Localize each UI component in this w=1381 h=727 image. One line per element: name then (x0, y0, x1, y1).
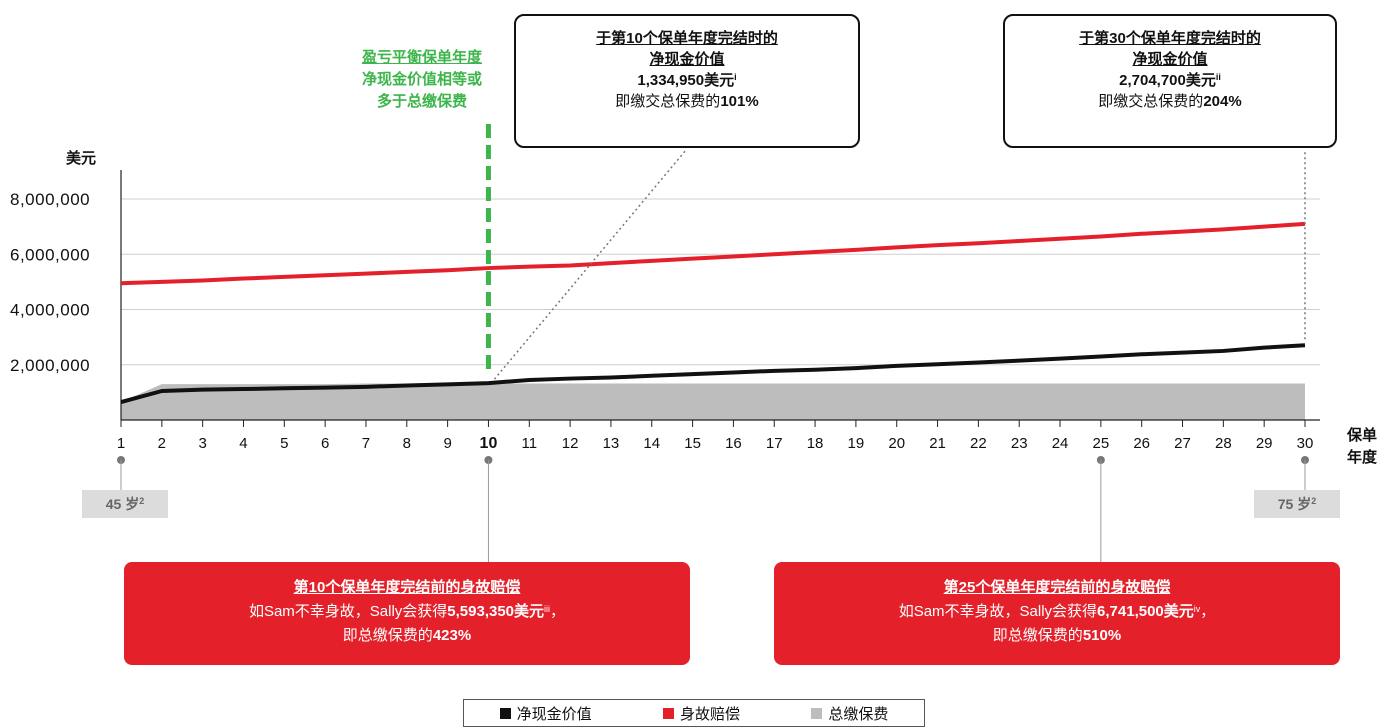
death25-comma: ， (1200, 603, 1216, 620)
x-tick-label: 20 (888, 435, 905, 452)
callout-year30-cash-value: 于第30个保单年度完结时的 净现金价值 2,704,700美元ii 即缴交总保费… (1003, 14, 1337, 148)
death25-footnote: iv (1193, 604, 1201, 614)
annotation-layer (117, 124, 1309, 580)
age-start-badge: 45 岁2 (82, 490, 168, 518)
legend-swatch-death (662, 707, 674, 719)
x-tick-label: 30 (1297, 435, 1314, 452)
death25-title: 第25个保单年度完结前的身故赔偿 (943, 579, 1171, 596)
callout10-footnote: i (734, 72, 737, 82)
x-tick-label: 22 (970, 435, 987, 452)
callout30-amount: 2,704,700美元 (1119, 72, 1216, 89)
death25-pct-prefix: 即总缴保费的 (992, 627, 1083, 644)
x-tick-label: 24 (1052, 435, 1069, 452)
series-premium-area (121, 383, 1305, 420)
y-tick-label: 6,000,000 (10, 245, 90, 264)
x-tick-label: 18 (807, 435, 824, 452)
death25-amount: 6,741,500美元 (1097, 603, 1194, 620)
x-tick-label: 9 (443, 435, 451, 452)
y-tick-label: 4,000,000 (10, 301, 90, 320)
death10-comma: ， (550, 603, 566, 620)
death10-line-prefix: 如Sam不幸身故，Sally会获得 (248, 603, 448, 620)
callout10-title1: 于第10个保单年度完结时的 (596, 30, 778, 47)
premium-area-layer (121, 383, 1305, 420)
x-tick-label: 21 (929, 435, 946, 452)
legend-item-premium: 总缴保费 (811, 703, 888, 724)
series-line-layer (120, 221, 1306, 404)
x-tick-label: 1 (117, 435, 125, 452)
death10-footnote: iii (544, 604, 551, 614)
death10-amount: 5,593,350美元 (447, 603, 545, 620)
x-tick-label: 15 (684, 435, 701, 452)
x-tick-label: 5 (280, 435, 288, 452)
x-tick-label: 8 (403, 435, 411, 452)
callout-year10-cash-value: 于第10个保单年度完结时的 净现金价值 1,334,950美元i 即缴交总保费的… (514, 14, 860, 148)
legend-item-death: 身故赔偿 (662, 703, 740, 724)
x-tick-label: 6 (321, 435, 329, 452)
callout10-title2: 净现金价值 (649, 51, 725, 68)
death10-pct: 423% (432, 627, 472, 644)
breakeven-label-line3: 多于总缴保费 (376, 93, 467, 110)
age-start-text: 45 岁 (105, 496, 140, 512)
x-tick-label: 11 (521, 435, 537, 452)
age-end-badge: 75 岁2 (1254, 490, 1340, 518)
callout30-pct-prefix: 即缴交总保费的 (1098, 93, 1204, 110)
x-tick-label: 29 (1256, 435, 1273, 452)
x-tick-label: 4 (239, 435, 247, 452)
callout30-title1: 于第30个保单年度完结时的 (1079, 30, 1261, 47)
age-start-footnote: 2 (139, 496, 145, 506)
x-tick-label: 13 (603, 435, 620, 452)
callout30-footnote: ii (1215, 72, 1221, 82)
x-tick-label: 3 (198, 435, 206, 452)
age-end-text: 75 岁 (1277, 496, 1312, 512)
legend-label-cash: 净现金价值 (516, 705, 592, 723)
x-tick-label: 28 (1215, 435, 1232, 452)
callout30-pct: 204% (1203, 93, 1242, 110)
x-tick-label: 16 (725, 435, 742, 452)
y-axis-label: 美元 (66, 149, 96, 167)
x-axis-label-line1: 保单 (1346, 426, 1377, 444)
series-death-benefit-line (120, 221, 1306, 286)
x-tick-label: 7 (362, 435, 370, 452)
x-tick-label: 27 (1174, 435, 1191, 452)
y-tick-label: 8,000,000 (10, 190, 90, 209)
x-tick-label: 2 (158, 435, 166, 452)
x-tick-label: 14 (643, 435, 660, 452)
callout10-amount: 1,334,950美元 (637, 72, 735, 89)
legend-swatch-cash (499, 707, 511, 719)
x-tick-label: 10 (480, 435, 498, 452)
death25-line-prefix: 如Sam不幸身故，Sally会获得 (898, 603, 1098, 620)
death10-title: 第10个保单年度完结前的身故赔偿 (293, 579, 521, 596)
grid-layer (121, 198, 1320, 366)
death25-pct: 510% (1082, 627, 1122, 644)
legend: 净现金价值 身故赔偿 总缴保费 (463, 699, 925, 727)
legend-item-cash: 净现金价值 (499, 703, 592, 724)
x-tick-label: 26 (1133, 435, 1150, 452)
legend-label-premium: 总缴保费 (828, 705, 889, 723)
x-tick-label: 17 (766, 435, 783, 452)
breakeven-label-line1: 盈亏平衡保单年度 (361, 49, 482, 66)
y-tick-label: 2,000,000 (10, 356, 90, 375)
series-cash-value-line (120, 343, 1306, 404)
callout10-pct: 101% (720, 93, 759, 110)
legend-label-death: 身故赔偿 (679, 705, 740, 723)
x-axis-label-line2: 年度 (1347, 448, 1378, 466)
death-benefit-year10-box: 第10个保单年度完结前的身故赔偿 如Sam不幸身故，Sally会获得5,593,… (124, 562, 690, 665)
x-tick-label: 25 (1093, 435, 1110, 452)
breakeven-label: 盈亏平衡保单年度 净现金价值相等或 多于总缴保费 (334, 47, 510, 113)
x-tick-label: 23 (1011, 435, 1028, 452)
x-tick-label: 12 (562, 435, 579, 452)
callout10-pct-prefix: 即缴交总保费的 (615, 93, 721, 110)
legend-swatch-premium (811, 707, 823, 719)
breakeven-label-line2: 净现金价值相等或 (361, 71, 482, 88)
callout30-title2: 净现金价值 (1132, 51, 1208, 68)
x-tick-label: 19 (848, 435, 865, 452)
death-benefit-year25-box: 第25个保单年度完结前的身故赔偿 如Sam不幸身故，Sally会获得6,741,… (774, 562, 1340, 665)
death10-pct-prefix: 即总缴保费的 (342, 627, 433, 644)
age-end-footnote: 2 (1311, 496, 1317, 506)
